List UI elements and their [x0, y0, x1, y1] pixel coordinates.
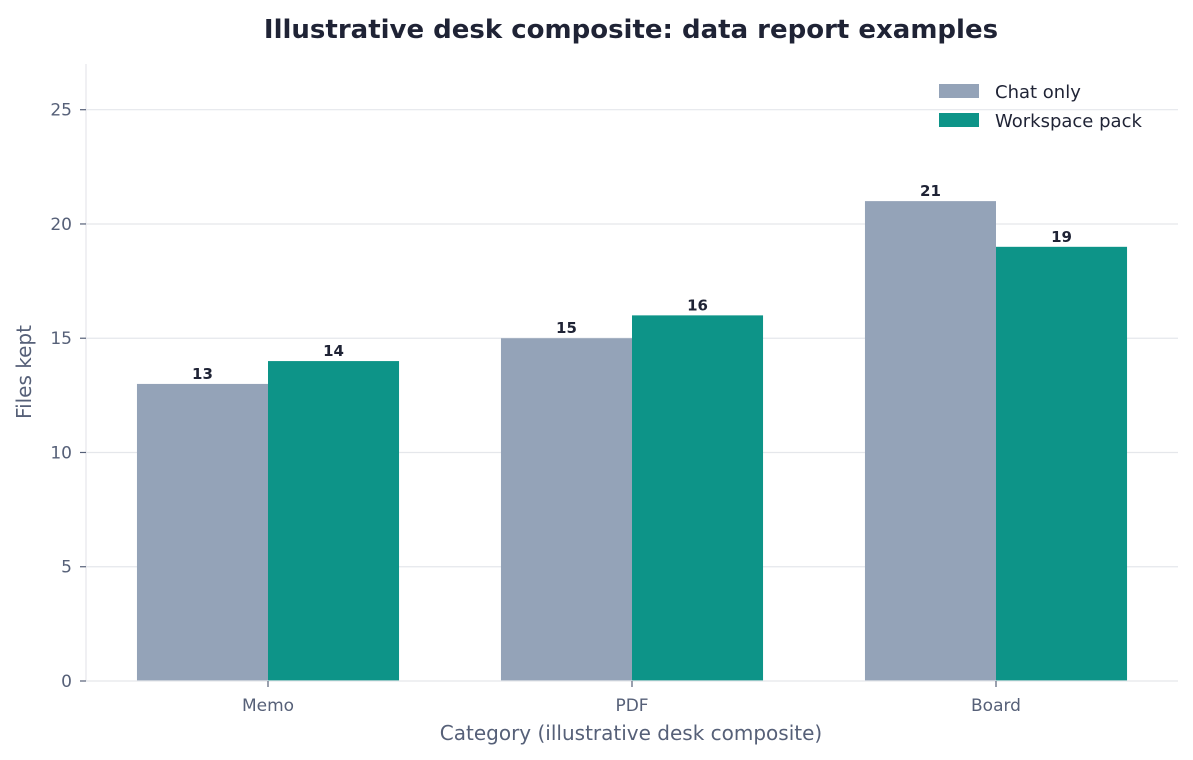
bar-board-workspace-pack [996, 246, 1128, 681]
bar-pdf-chat-only [500, 338, 632, 681]
x-tick-label-board: Board [971, 696, 1021, 716]
bar-memo-chat-only [136, 383, 268, 681]
legend-swatch-chat-only [939, 84, 979, 98]
y-axis-label: Files kept [12, 325, 36, 419]
legend: Chat only Workspace pack [939, 82, 1142, 132]
bars [136, 201, 1128, 681]
y-tick-label-20: 20 [50, 215, 72, 235]
chart-title: Illustrative desk composite: data report… [264, 15, 998, 45]
y-tick-label-15: 15 [50, 329, 72, 349]
x-ticks: Memo PDF Board [242, 681, 1021, 716]
x-tick-label-memo: Memo [242, 696, 294, 716]
legend-label-chat-only: Chat only [995, 82, 1081, 103]
data-labels: 13 14 15 16 21 19 [192, 182, 1072, 383]
data-label-pdf-workspace-pack: 16 [687, 296, 708, 314]
data-label-board-chat-only: 21 [920, 182, 941, 200]
data-label-pdf-chat-only: 15 [556, 319, 577, 337]
data-label-board-workspace-pack: 19 [1051, 228, 1072, 246]
legend-swatch-workspace-pack [939, 113, 979, 127]
x-tick-label-pdf: PDF [615, 696, 648, 716]
y-tick-label-0: 0 [61, 672, 72, 692]
bar-board-chat-only [864, 201, 996, 681]
y-ticks: 0 5 10 15 20 25 [50, 101, 86, 692]
y-tick-label-5: 5 [61, 558, 72, 578]
y-tick-label-25: 25 [50, 101, 72, 121]
y-tick-label-10: 10 [50, 443, 72, 463]
bar-memo-workspace-pack [268, 361, 400, 681]
data-label-memo-workspace-pack: 14 [323, 342, 344, 360]
bar-pdf-workspace-pack [632, 315, 764, 681]
data-label-memo-chat-only: 13 [192, 365, 213, 383]
legend-label-workspace-pack: Workspace pack [995, 111, 1142, 132]
x-axis-label: Category (illustrative desk composite) [440, 721, 822, 745]
